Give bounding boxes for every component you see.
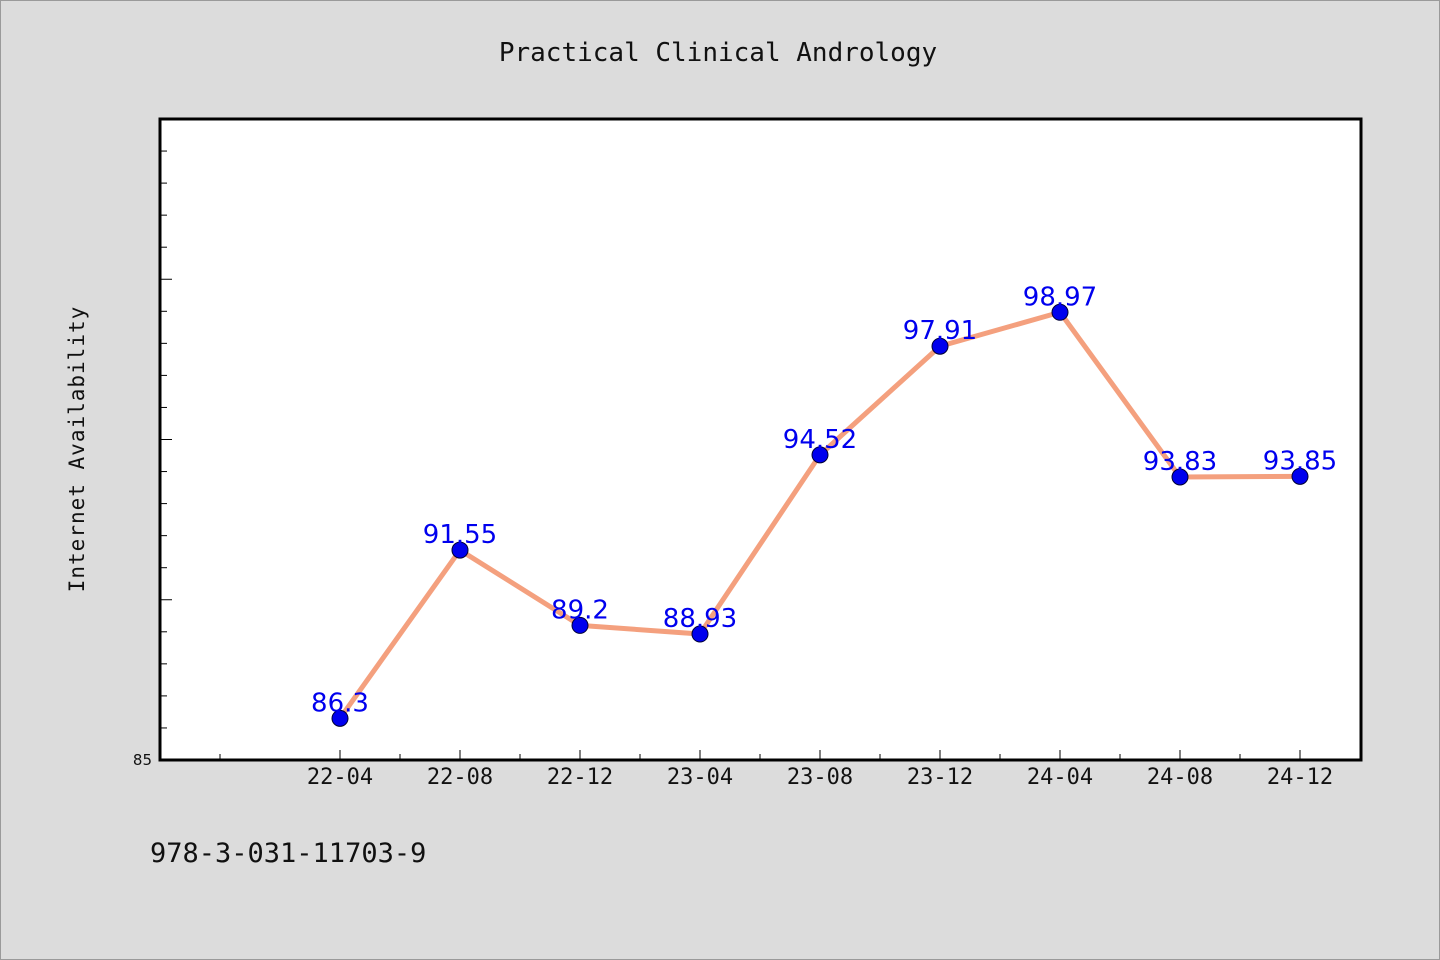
data-label: 93.83 (1143, 447, 1217, 477)
data-labels: 86.3 91.55 89.2 88.93 94.52 97.91 98.97 93.83 93… (311, 282, 1337, 718)
data-label: 93.85 (1263, 446, 1337, 476)
plot-area (158, 117, 1363, 762)
x-tick-label: 23-12 (907, 765, 973, 790)
data-label: 97.91 (903, 316, 977, 346)
data-point (931, 337, 949, 355)
x-tick-label: 24-04 (1027, 765, 1093, 790)
data-point (451, 541, 469, 559)
x-tick-label: 22-04 (307, 765, 373, 790)
data-point (811, 446, 829, 464)
x-tick-label: 22-08 (427, 765, 493, 790)
x-tick-label: 23-08 (787, 765, 853, 790)
y-axis-label: Internet Availability (65, 306, 89, 593)
isbn-footer: 978-3-031-11703-9 (150, 838, 426, 869)
data-label: 88.93 (663, 604, 737, 634)
data-markers (331, 303, 1309, 727)
data-point (331, 709, 349, 727)
data-label: 98.97 (1023, 282, 1097, 312)
x-axis-ticks: 22-04 22-08 22-12 23-04 23-08 23-12 24-04 24-08… (219, 750, 1361, 790)
x-tick-label: 22-12 (547, 765, 613, 790)
data-point (691, 625, 709, 643)
y-tick-label: 85 (133, 751, 152, 769)
data-point (1171, 468, 1189, 486)
chart-title: Practical Clinical Andrology (499, 38, 937, 68)
data-label: 89.2 (551, 595, 609, 625)
x-tick-label: 24-12 (1267, 765, 1333, 790)
y-axis-ticks: 85 (133, 150, 172, 769)
data-label: 94.52 (783, 425, 857, 455)
x-tick-label: 23-04 (667, 765, 733, 790)
data-label: 91.55 (423, 520, 497, 550)
x-tick-label: 24-08 (1147, 765, 1213, 790)
data-point (1051, 303, 1069, 321)
data-point (571, 616, 589, 634)
data-point (1291, 467, 1309, 485)
data-label: 86.3 (311, 688, 369, 718)
